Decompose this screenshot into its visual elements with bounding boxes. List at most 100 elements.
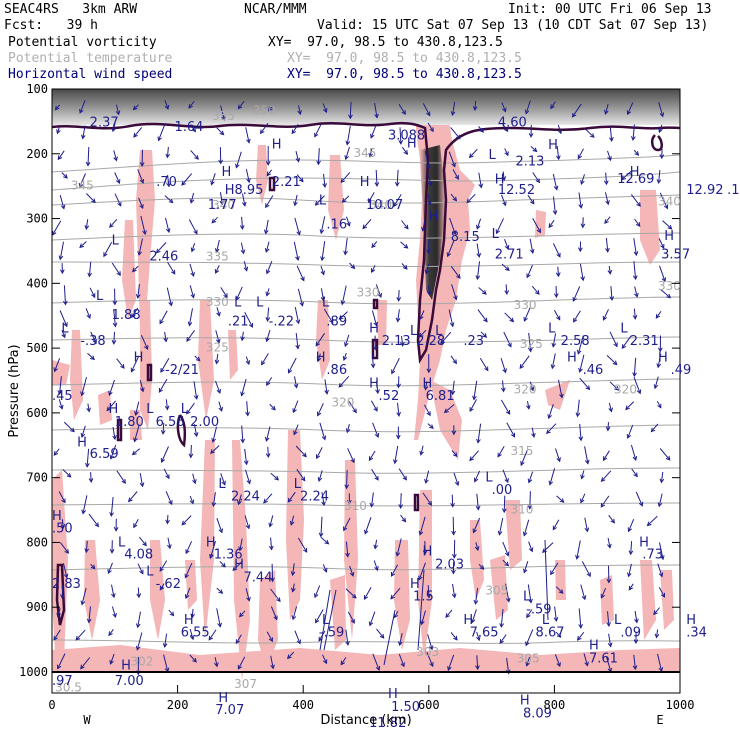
wind-arrowhead [317, 476, 323, 482]
wind-vector [635, 491, 643, 506]
low-marker: L [234, 296, 242, 311]
wind-vector [134, 424, 140, 442]
theta-label: 350 [253, 103, 276, 117]
wind-arrowhead [657, 502, 663, 508]
wind-arrowhead [606, 578, 612, 584]
wind-arrowhead [259, 129, 265, 135]
theta-label: 330 [357, 285, 380, 299]
pv-shade-column-13 [430, 380, 462, 460]
wind-vector [216, 307, 220, 316]
low-marker: L [256, 296, 264, 311]
field-theta-xy: XY= 97.0, 98.5 to 430.8,123.5 [287, 51, 522, 66]
wind-vector [53, 629, 61, 641]
wind-vector [424, 404, 431, 416]
wind-vector [608, 633, 612, 647]
wind-arrowhead [368, 456, 374, 462]
wind-arrowhead [427, 500, 432, 506]
wind-vector [658, 102, 664, 117]
wind-arrowhead [472, 528, 477, 534]
wind-arrowhead [646, 521, 652, 527]
wind-arrowhead [350, 458, 355, 464]
wind-arrowhead [474, 477, 479, 483]
y-axis-ticks: 100 200 300 400 500 600 700 800 900 1000 [19, 82, 680, 679]
wind-arrowhead [221, 115, 226, 121]
wind-arrowhead [603, 180, 609, 186]
x-tick-label: 200 [167, 698, 189, 712]
wind-vector [320, 288, 325, 301]
high-marker: H [423, 377, 433, 392]
wind-vector [528, 332, 532, 352]
wind-arrowhead [578, 247, 583, 253]
wind-vector [605, 104, 609, 115]
wind-arrowhead [218, 528, 223, 534]
wind-arrowhead [479, 128, 484, 133]
wind-arrowhead [447, 666, 452, 672]
x-axis-label: Distance (km) [320, 713, 411, 728]
pv-value-label: .70 [156, 175, 177, 190]
wind-arrowhead [321, 501, 326, 507]
wind-vector [422, 220, 426, 231]
wind-arrowhead [472, 106, 478, 112]
wind-vector [531, 427, 535, 437]
wind-vector-strong [417, 569, 425, 651]
wind-arrowhead [289, 520, 295, 526]
wind-arrowhead [111, 339, 117, 345]
wind-vector [109, 218, 118, 228]
wind-vector [137, 169, 144, 184]
wind-arrowhead [291, 129, 297, 135]
wind-arrowhead [453, 635, 458, 641]
wind-arrowhead [189, 499, 195, 505]
wind-vector [88, 261, 92, 277]
wind-arrowhead [374, 432, 380, 438]
wind-vector [314, 585, 321, 598]
wind-arrowhead [338, 315, 344, 320]
wind-arrowhead [261, 360, 266, 366]
low-marker: L [614, 613, 622, 628]
wind-arrowhead [245, 524, 251, 530]
wind-vector [496, 218, 504, 234]
wind-arrowhead [418, 530, 424, 536]
wind-arrowhead [531, 432, 536, 438]
wind-arrowhead [375, 665, 381, 671]
wind-arrowhead [451, 593, 457, 599]
wind-vector [294, 630, 301, 644]
wind-arrowhead [130, 367, 135, 373]
wind-arrowhead [350, 264, 356, 270]
wind-arrowhead [484, 366, 489, 372]
wind-vector [242, 193, 246, 206]
wind-arrowhead [548, 223, 554, 229]
wind-vector [555, 631, 562, 638]
pv-value-label: 1.50 [391, 700, 420, 715]
theta-line [52, 502, 680, 507]
wind-vector [132, 265, 139, 272]
pv-value-label: -.22 [269, 314, 294, 329]
wind-vector [633, 238, 637, 256]
wind-vector [580, 493, 586, 503]
wind-vector [211, 216, 218, 224]
wind-vector [220, 105, 225, 120]
wind-arrowhead [527, 478, 533, 484]
wind-arrowhead [627, 527, 633, 533]
wind-arrowhead [186, 409, 191, 415]
wind-vector [239, 610, 246, 617]
wind-arrowhead [632, 455, 638, 462]
wind-arrowhead [193, 395, 199, 400]
wind-arrowhead [157, 136, 162, 142]
wind-arrowhead [139, 569, 144, 575]
wind-arrowhead [133, 132, 138, 138]
wind-vector [526, 264, 533, 278]
wind-arrowhead [168, 301, 173, 307]
wind-vector [266, 288, 270, 296]
theta-label: 305 [485, 583, 508, 597]
wind-vector [188, 100, 195, 109]
wind-vector [190, 192, 195, 203]
wind-vector [397, 402, 400, 416]
wind-vector [294, 217, 300, 235]
wind-arrowhead [246, 138, 251, 144]
wind-arrowhead [53, 635, 58, 641]
theta-label: 330 [514, 298, 537, 312]
pv-contour-blob [55, 563, 66, 626]
wind-vector [625, 401, 635, 410]
theta-line [52, 154, 680, 173]
